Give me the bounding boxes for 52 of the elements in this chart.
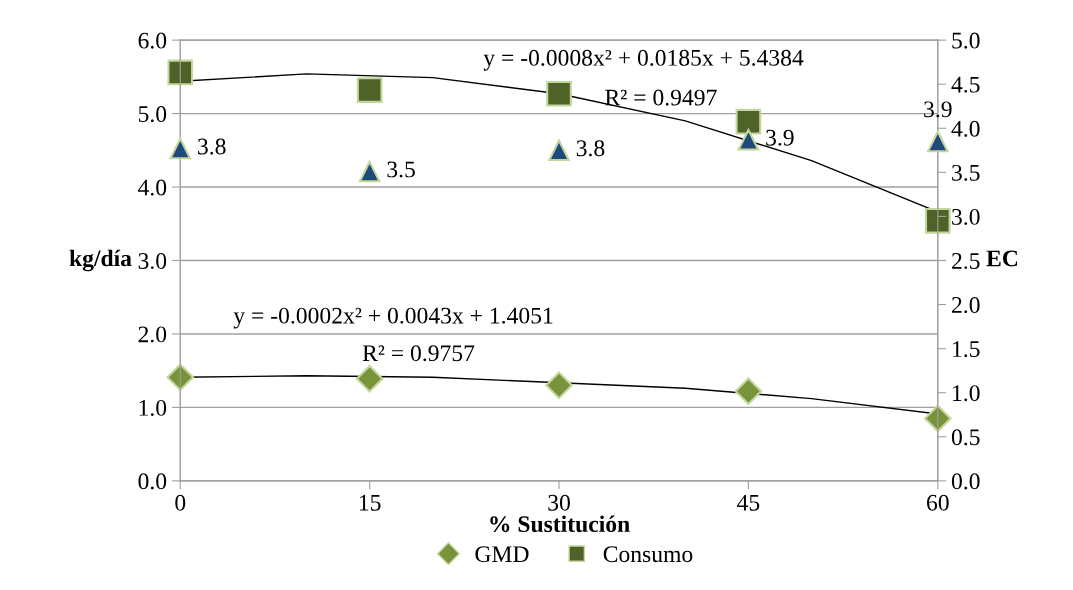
point [546,80,572,107]
point [927,130,949,153]
point [355,364,384,393]
point [735,108,762,135]
y2-tick-label: 3.5 [952,164,980,181]
y-tick-label: 5.0 [138,106,167,123]
x-tick-label: 0 [175,494,186,511]
y-tick-label: 2.0 [138,326,167,343]
y2-tick-label: 1.0 [953,385,980,402]
point [923,404,952,433]
x-tick-label: 15 [359,494,381,511]
y-tick-label: 1.0 [139,399,167,416]
y2-tick-label: 4.0 [951,120,980,137]
data-label: 3.9 [766,129,794,146]
point [734,377,763,406]
data-label: 3.8 [576,140,605,157]
y2-tick-label: 2.5 [952,253,980,270]
point [545,371,573,400]
point [356,77,383,103]
y-tick-label: 6.0 [138,32,167,49]
y2-tick-label: 0.0 [951,473,980,490]
annotation: y = -0.0008x² + 0.0185x + 5.4384 [483,49,804,71]
point [924,207,951,234]
y2-tick-label: 4.5 [951,76,980,93]
y-tick-label: 4.0 [138,179,167,196]
y-tick-label: 0.0 [138,473,167,490]
annotation: y = -0.0002x² + 0.0043x + 1.4051 [233,307,553,329]
legend-label: GMD [475,546,529,563]
y2-tick-label: 5.0 [952,32,980,49]
legend-label: Consumo [603,546,693,563]
point [166,363,195,392]
y-tick-label: 3.0 [138,252,167,270]
y2-tick-label: 3.0 [952,208,980,225]
y2-tick-label: 2.0 [952,297,980,314]
x-tick-label: 45 [737,494,760,511]
data-label: 3.5 [387,161,415,178]
annotation: R² = 0.9497 [605,89,717,106]
y2-axis-title: EC [986,250,1018,267]
point [737,128,760,151]
y2-tick-label: 0.5 [951,429,980,446]
annotation: R² = 0.9757 [362,345,475,362]
point [358,160,381,183]
point [169,137,192,160]
point [548,139,570,162]
data-label: 3.8 [198,138,226,155]
y2-tick-label: 1.5 [953,341,980,358]
data-label: 3.9 [924,101,952,118]
x-tick-label: 60 [927,494,949,511]
point [167,59,194,86]
x-tick-label: 30 [548,494,570,511]
y-axis-title: kg/día [69,249,132,272]
x-axis-title: % Sustitución [490,515,630,533]
